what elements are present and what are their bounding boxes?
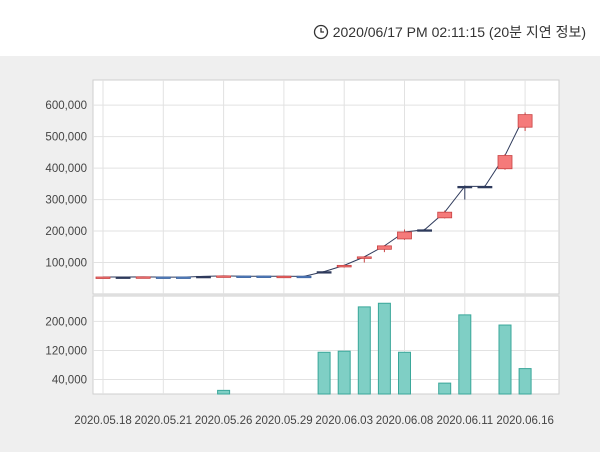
- volume-bar: [217, 389, 231, 395]
- volume-bar: [518, 368, 532, 395]
- volume-bar: [317, 351, 331, 395]
- x-tick-label: 2020.05.26: [195, 415, 253, 427]
- candle-body: [397, 231, 412, 240]
- close-line: [103, 114, 526, 278]
- x-tick-label: 2020.05.18: [74, 415, 132, 427]
- candle-body: [256, 275, 272, 278]
- candle-body: [135, 276, 151, 279]
- candle-body: [517, 114, 533, 128]
- candle-body: [356, 256, 372, 259]
- x-tick-label: 2020.06.16: [496, 415, 554, 427]
- candle-body: [236, 275, 252, 278]
- stock-chart: 100,000 200,000 300,000 400,000 500,000 600,0…: [45, 79, 560, 427]
- price-tick-label: 500,000: [45, 132, 87, 144]
- candle-body: [477, 185, 493, 189]
- chart-panel: 100,000 200,000 300,000 400,000 500,000 600,0…: [0, 56, 600, 452]
- x-tick-label: 2020.06.08: [376, 415, 434, 427]
- candle-body: [296, 275, 312, 279]
- candle-body: [417, 229, 433, 232]
- volume-bar: [458, 314, 472, 395]
- candle-body: [336, 264, 352, 268]
- timestamp-text: 2020/06/17 PM 02:11:15 (20분 지연 정보): [332, 24, 586, 40]
- candle-body: [196, 275, 211, 279]
- candle-body: [376, 245, 392, 250]
- volume-bar: [498, 324, 512, 395]
- candle-body: [95, 276, 111, 279]
- price-tick-label: 400,000: [45, 163, 87, 175]
- x-tick-label: 2020.06.11: [436, 415, 493, 427]
- x-tick-label: 2020.05.21: [135, 415, 193, 427]
- volume-bar: [438, 382, 452, 395]
- volume-bar: [377, 302, 391, 395]
- candle-body: [457, 185, 473, 189]
- price-tick-label: 300,000: [45, 195, 87, 207]
- volume-bar: [357, 306, 371, 395]
- timestamp: 2020/06/17 PM 02:11:15 (20분 지연 정보): [313, 22, 586, 42]
- candle-body: [437, 211, 453, 219]
- volume-tick-label: 40,000: [52, 374, 87, 386]
- candle-body: [316, 271, 332, 274]
- candle-body: [155, 276, 171, 279]
- volume-bar: [337, 350, 351, 395]
- candle-body: [115, 276, 131, 279]
- candle-body: [175, 276, 191, 279]
- volume-tick-label: 120,000: [45, 345, 87, 357]
- clock-icon: [313, 24, 328, 40]
- candle-body: [276, 275, 292, 279]
- x-tick-label: 2020.05.29: [255, 415, 313, 427]
- candle-body: [216, 275, 232, 278]
- volume-bar: [398, 351, 411, 395]
- price-tick-label: 600,000: [45, 100, 87, 112]
- x-tick-label: 2020.06.03: [315, 415, 373, 427]
- price-tick-label: 100,000: [45, 258, 87, 270]
- candle-body: [497, 155, 513, 170]
- volume-tick-label: 200,000: [45, 316, 87, 328]
- price-tick-label: 200,000: [45, 226, 87, 238]
